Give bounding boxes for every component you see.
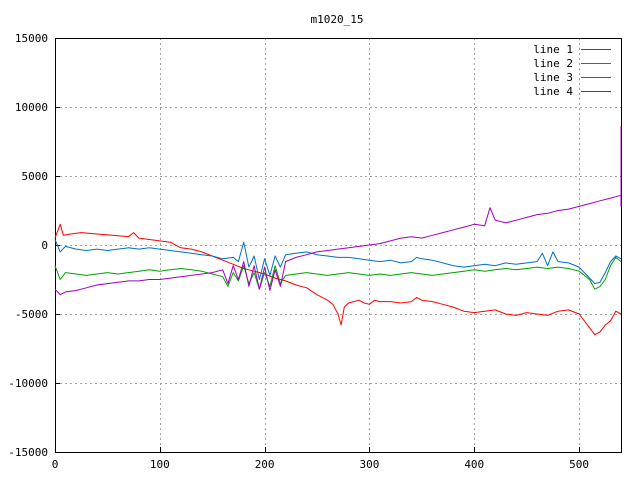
x-tick-label: 100 [150,458,170,471]
chart-title: m1020_15 [311,13,364,26]
y-tick-label: 5000 [22,170,49,183]
series-layer [54,125,622,336]
legend-label: line 1 [533,43,573,56]
series-line-4 [54,125,622,296]
x-tick-label: 300 [360,458,380,471]
x-tick-label: 200 [255,458,275,471]
y-tick-label: 0 [41,239,48,252]
x-tick-label: 400 [464,458,484,471]
x-tick-label: 0 [52,458,59,471]
axes: 0 100 200 300 400 500 -15000 -10000 -5000 0 5000 10… [8,32,589,471]
legend-label: line 4 [533,85,573,98]
grid [55,38,621,452]
legend-label: line 2 [533,57,573,70]
y-tick-label: -15000 [8,446,48,459]
series-line-2 [54,256,622,290]
y-tick-label: -5000 [15,308,48,321]
x-tick-label: 500 [569,458,589,471]
y-tick-label: -10000 [8,377,48,390]
series-line-1 [54,223,622,336]
y-tick-label: 10000 [15,101,48,114]
y-tick-label: 15000 [15,32,48,45]
legend-label: line 3 [533,71,573,84]
series-line-3 [54,239,622,285]
